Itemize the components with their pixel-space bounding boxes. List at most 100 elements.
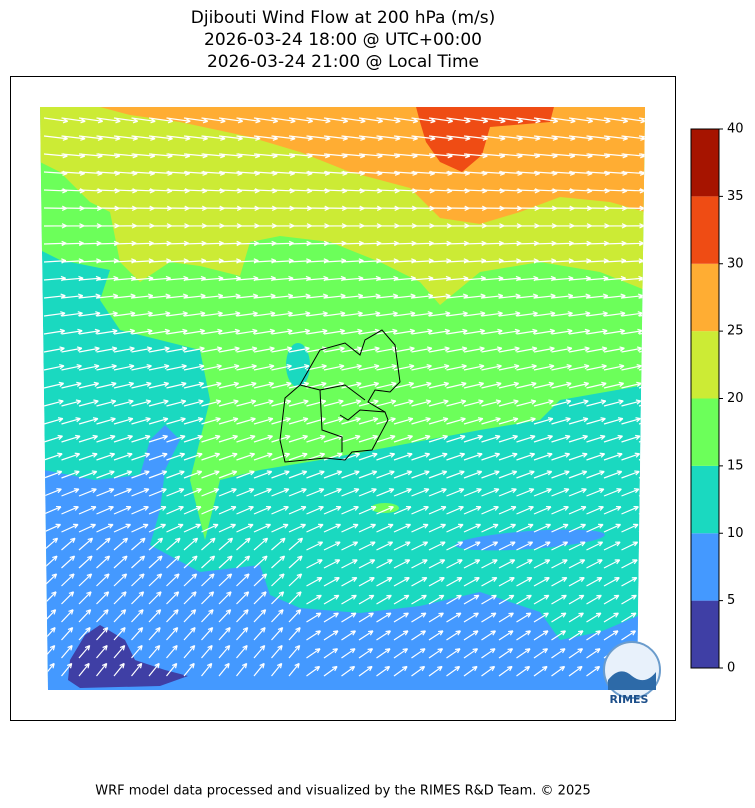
wind-arrow: [113, 346, 135, 353]
wind-arrow: [183, 328, 206, 335]
wind-arrow: [253, 609, 267, 623]
wind-arrow: [131, 381, 152, 389]
wind-arrow: [131, 662, 143, 677]
wind-arrow: [96, 537, 111, 551]
wind-arrow: [253, 644, 266, 659]
wind-arrow: [568, 381, 590, 389]
wind-arrow: [638, 505, 645, 515]
wind-arrow: [533, 505, 552, 515]
wind-arrow: [463, 328, 486, 335]
wind-arrow: [201, 537, 216, 551]
wind-arrow: [498, 665, 513, 677]
wind-arrow: [61, 364, 82, 371]
wind-arrow: [288, 573, 303, 587]
wind-arrow: [446, 434, 466, 443]
wind-arrow: [236, 452, 256, 461]
wind-arrow: [516, 452, 536, 461]
wind-arrow: [358, 612, 374, 623]
wind-arrow: [253, 470, 273, 479]
wind-arrow: [411, 523, 429, 533]
wind-arrow: [568, 452, 588, 461]
wind-arrow: [568, 505, 587, 515]
wind-arrow: [586, 648, 601, 659]
colorbar-tick-label: 35: [727, 189, 744, 204]
wind-arrow: [306, 452, 326, 461]
wind-arrow: [323, 648, 339, 659]
wind-arrow: [533, 381, 555, 389]
wind-arrow: [463, 117, 489, 124]
wind-arrow: [393, 417, 414, 425]
wind-arrow: [61, 609, 74, 623]
wind-arrow: [428, 576, 445, 587]
wind-arrow: [61, 452, 81, 461]
wind-arrow: [533, 328, 556, 335]
wind-arrow: [166, 523, 184, 533]
wind-arrow: [376, 364, 397, 371]
wind-arrow: [586, 559, 603, 569]
wind-arrow: [218, 417, 239, 425]
wind-arrow: [638, 541, 645, 551]
wind-arrow: [481, 452, 501, 461]
wind-arrow: [78, 505, 97, 515]
wind-arrow: [341, 470, 360, 479]
wind-arrow: [551, 594, 567, 605]
wind-arrow: [358, 364, 380, 371]
wind-arrow: [131, 470, 150, 479]
wind-arrow: [621, 470, 640, 479]
wind-arrow: [376, 559, 393, 569]
wind-arrow: [446, 541, 464, 551]
wind-arrow: [341, 648, 356, 659]
wind-arrow: [236, 505, 254, 515]
wind-arrow: [61, 328, 83, 335]
wind-arrow: [393, 470, 413, 479]
wind-arrow: [306, 488, 325, 497]
wind-arrow: [586, 488, 605, 497]
colorbar-band: [691, 331, 719, 399]
wind-arrow: [603, 328, 626, 335]
wind-arrow: [183, 523, 202, 533]
wind-arrow: [96, 346, 118, 353]
wind-arrow: [621, 630, 637, 641]
wind-arrow: [481, 559, 498, 569]
wind-arrow: [358, 346, 380, 353]
wind-arrow: [183, 417, 204, 425]
wind-arrow: [323, 364, 345, 371]
wind-arrow: [638, 559, 645, 569]
wind-arrow: [113, 644, 126, 659]
wind-arrow: [603, 434, 623, 443]
wind-arrow: [323, 328, 346, 335]
wind-arrow: [446, 505, 464, 515]
wind-arrow: [341, 364, 362, 371]
wind-arrow: [428, 665, 443, 677]
wind-arrow: [516, 559, 533, 569]
wind-arrow: [61, 523, 79, 533]
wind-arrow: [446, 417, 466, 425]
wind-arrow: [586, 434, 606, 443]
wind-arrow: [131, 555, 146, 569]
wind-arrow: [96, 662, 108, 677]
wind-arrow: [638, 275, 645, 282]
wind-arrow: [271, 434, 291, 443]
wind-arrow: [638, 381, 645, 389]
wind-arrow: [271, 591, 285, 605]
wind-arrow: [96, 609, 109, 623]
wind-arrow: [183, 573, 198, 587]
wind-arrow: [428, 612, 444, 623]
wind-arrow: [376, 399, 397, 407]
wind-arrow: [271, 505, 289, 515]
wind-arrow: [78, 117, 104, 124]
wind-arrow: [113, 523, 132, 533]
wind-arrow: [516, 630, 532, 641]
wind-arrow: [533, 417, 554, 425]
wind-arrow: [411, 364, 432, 371]
wind-arrow: [446, 612, 462, 623]
wind-arrow: [96, 644, 108, 659]
wind-arrow: [113, 609, 127, 623]
wind-arrow: [253, 346, 275, 353]
wind-arrow: [131, 488, 150, 497]
wind-arrow: [148, 488, 167, 497]
wind-arrow: [603, 452, 623, 461]
wind-arrow: [236, 555, 251, 569]
wind-arrow: [323, 488, 342, 497]
wind-arrow: [498, 541, 516, 551]
